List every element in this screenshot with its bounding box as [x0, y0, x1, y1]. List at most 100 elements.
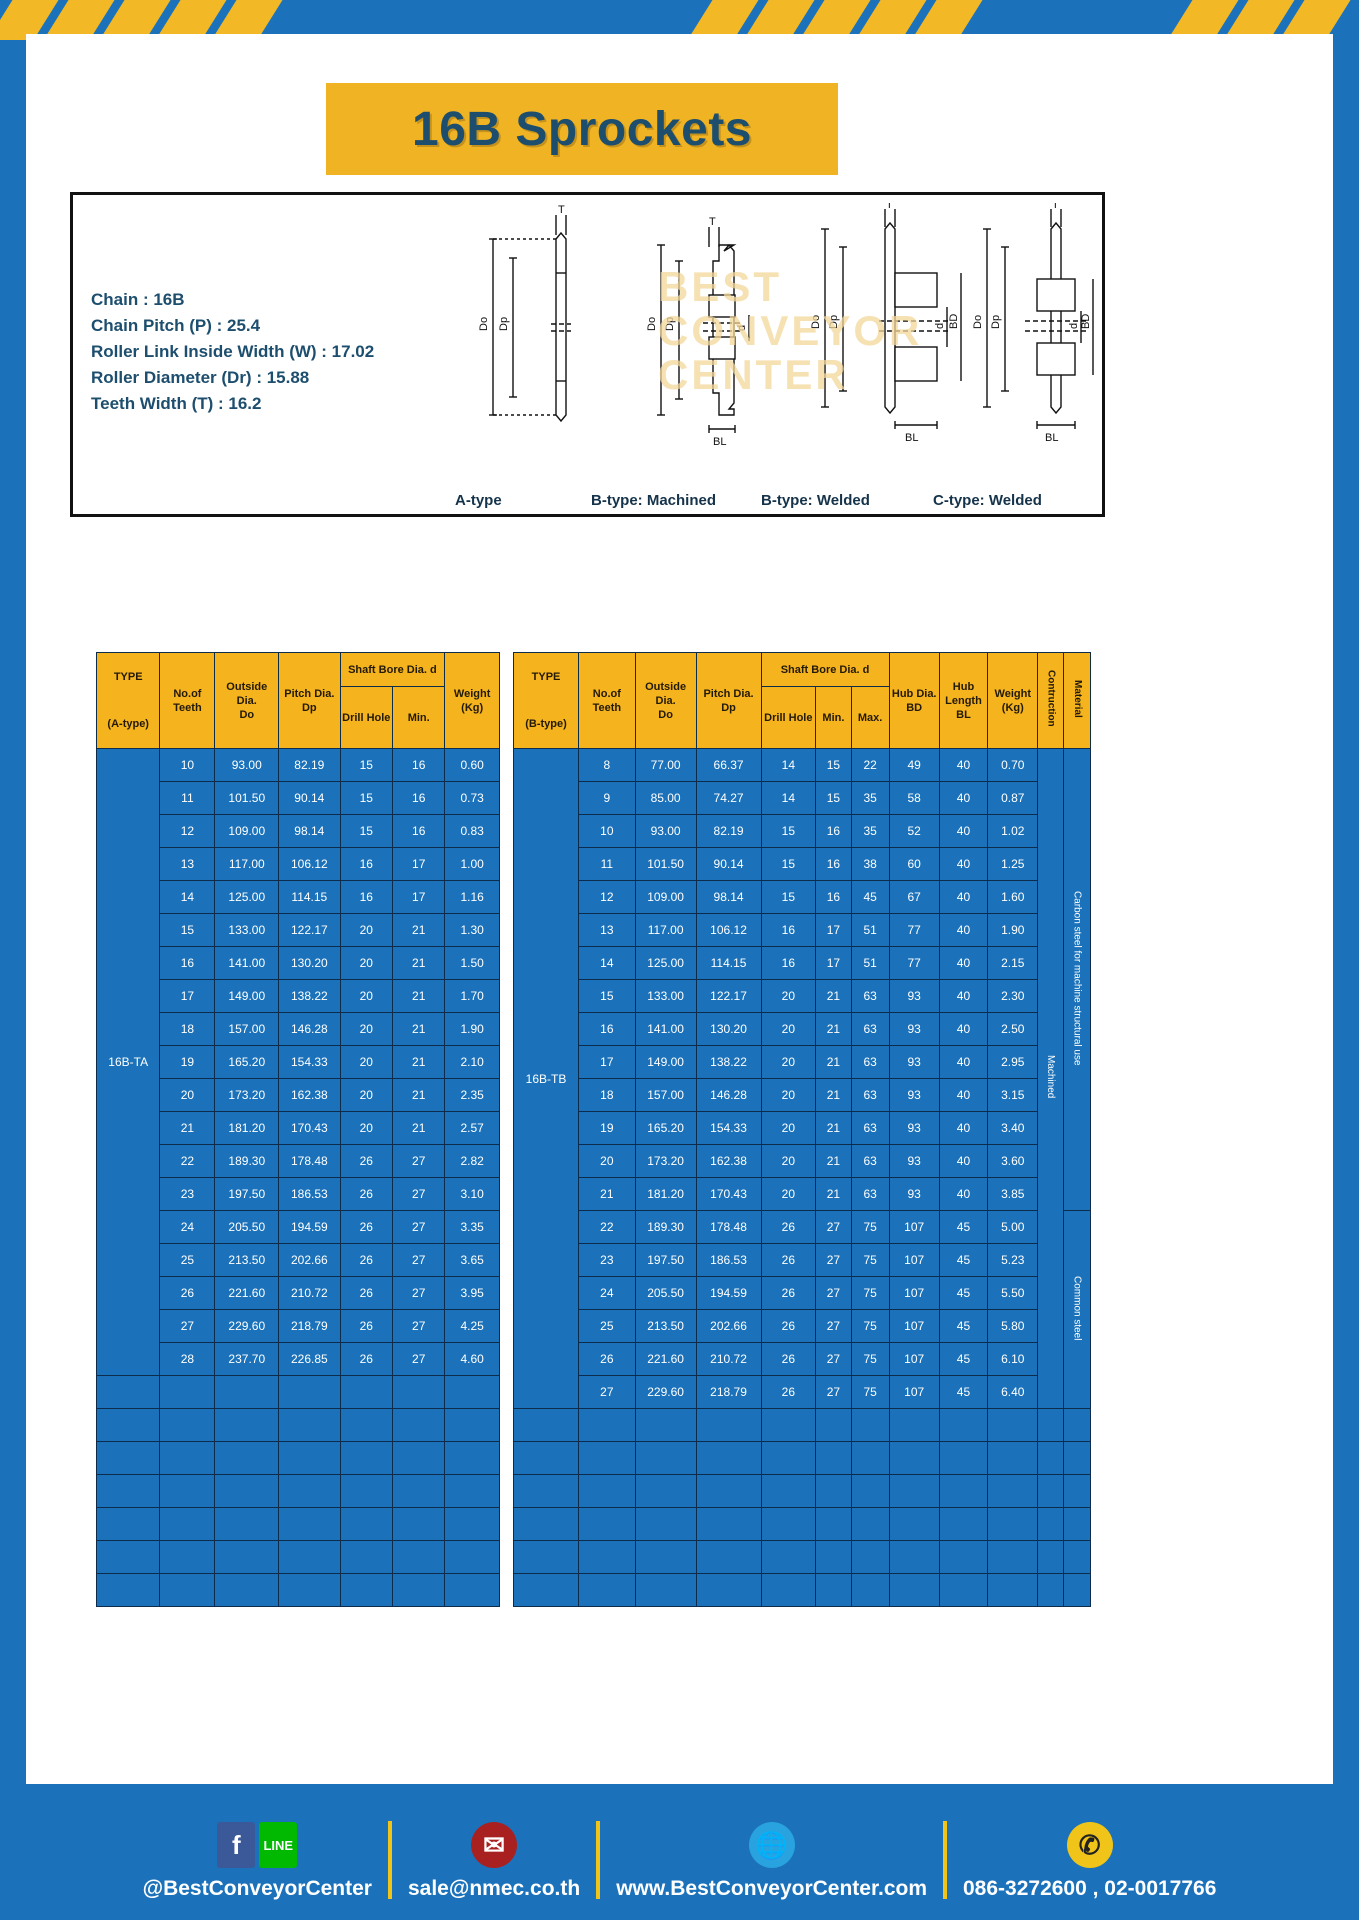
cell-empty [760, 1507, 817, 1541]
cell-hub-length: 40 [938, 880, 989, 914]
cell-hub-length: 40 [938, 1111, 989, 1145]
cell-outside-dia: 101.50 [214, 781, 280, 815]
cell-teeth: 25 [578, 1309, 636, 1343]
cell-teeth: 11 [578, 847, 636, 881]
cell-empty [1062, 1474, 1092, 1508]
cell-drill-hole: 15 [339, 748, 394, 782]
spec-line-pitch: Chain Pitch (P) : 25.4 [91, 316, 261, 335]
line-icon[interactable]: LINE [259, 1822, 298, 1868]
cell-empty [695, 1573, 762, 1607]
cell-empty [888, 1474, 940, 1508]
cell-empty [815, 1408, 852, 1442]
cell-max: 22 [850, 748, 890, 782]
cell-empty [159, 1474, 216, 1508]
cell-empty [278, 1441, 341, 1475]
cell-empty [444, 1507, 500, 1541]
cell-hub-length: 45 [938, 1210, 989, 1244]
cell-max: 63 [850, 1078, 890, 1112]
cell-min: 21 [392, 979, 446, 1013]
cell-empty [339, 1408, 394, 1442]
cell-teeth: 8 [578, 748, 636, 782]
footer-website-group[interactable]: 🌐 www.BestConveyorCenter.com [600, 1819, 943, 1901]
cell-pitch-dia: 106.12 [695, 913, 762, 947]
cell-hub-dia: 107 [888, 1276, 940, 1310]
cell-weight: 0.73 [444, 781, 500, 815]
cell-empty [392, 1573, 446, 1607]
page-title: 16B Sprockets [326, 83, 838, 175]
col-od-main: Outside [226, 680, 268, 693]
facebook-handle[interactable]: @BestConveyorCenter [142, 1877, 372, 1900]
cell-teeth: 10 [578, 814, 636, 848]
cell-drill-hole: 20 [339, 1012, 394, 1046]
cell-weight: 2.95 [987, 1045, 1039, 1079]
cell-empty [95, 1408, 161, 1442]
col-teeth-main: No.of [592, 687, 621, 700]
cell-min: 21 [815, 1177, 852, 1211]
cell-drill-hole: 26 [760, 1210, 817, 1244]
cell-drill-hole: 14 [760, 748, 817, 782]
cell-drill-hole: 20 [339, 913, 394, 947]
cell-drill-hole: 26 [339, 1177, 394, 1211]
footer-email-group[interactable]: ✉ sale@nmec.co.th [392, 1819, 596, 1901]
svg-text:T: T [886, 203, 893, 211]
table-row-empty [95, 1441, 500, 1475]
phone-number[interactable]: 086-3272600 , 02-0017766 [963, 1877, 1217, 1900]
cell-outside-dia: 205.50 [634, 1276, 697, 1310]
cell-drill-hole: 26 [339, 1342, 394, 1376]
facebook-icon[interactable]: f [217, 1822, 256, 1868]
website-url[interactable]: www.BestConveyorCenter.com [616, 1877, 927, 1900]
col-hub-len-main: Hub [952, 680, 975, 693]
cell-empty [760, 1474, 817, 1508]
table-a-type: TYPE (A-type) No.of Teeth Outside [95, 652, 500, 1607]
cell-empty [392, 1441, 446, 1475]
cell-weight: 1.25 [987, 847, 1039, 881]
cell-pitch-dia: 178.48 [278, 1144, 341, 1178]
cell-teeth: 19 [159, 1045, 216, 1079]
cell-weight: 4.60 [444, 1342, 500, 1376]
spec-line-width: Roller Link Inside Width (W) : 17.02 [91, 342, 375, 361]
cell-drill-hole: 20 [760, 1111, 817, 1145]
content-sheet: 16B Sprockets Chain : 16B Chain Pitch (P… [26, 34, 1333, 1784]
cell-pitch-dia: 114.15 [695, 946, 762, 980]
svg-text:T: T [1052, 203, 1059, 211]
cell-min: 17 [815, 946, 852, 980]
cell-hub-length: 40 [938, 1078, 989, 1112]
cell-empty [888, 1408, 940, 1442]
cell-weight: 3.35 [444, 1210, 500, 1244]
cell-hub-length: 40 [938, 1045, 989, 1079]
cell-hub-dia: 107 [888, 1342, 940, 1376]
cell-empty [159, 1375, 216, 1409]
table-row-empty [512, 1573, 1092, 1607]
cell-min: 17 [392, 880, 446, 914]
email-address[interactable]: sale@nmec.co.th [407, 1877, 581, 1900]
email-icon[interactable]: ✉ [471, 1822, 518, 1868]
globe-icon[interactable]: 🌐 [748, 1822, 795, 1868]
phone-icon[interactable]: ✆ [1066, 1822, 1113, 1868]
cell-weight: 6.10 [987, 1342, 1039, 1376]
cell-teeth: 24 [578, 1276, 636, 1310]
svg-text:Dp: Dp [828, 315, 840, 329]
cell-empty [634, 1474, 697, 1508]
cell-empty [634, 1573, 697, 1607]
cell-hub-length: 40 [938, 979, 989, 1013]
cell-teeth: 23 [578, 1243, 636, 1277]
cell-empty [214, 1375, 280, 1409]
col-od-mid: Dia. [236, 694, 257, 707]
footer-phone-group[interactable]: ✆ 086-3272600 , 02-0017766 [947, 1819, 1232, 1901]
cell-min: 27 [392, 1243, 446, 1277]
col-max: Max. [850, 686, 890, 749]
cell-weight: 0.60 [444, 748, 500, 782]
cell-empty [987, 1408, 1039, 1442]
cell-max: 75 [850, 1243, 890, 1277]
cell-outside-dia: 117.00 [214, 847, 280, 881]
cell-outside-dia: 173.20 [634, 1144, 697, 1178]
cell-hub-dia: 93 [888, 979, 940, 1013]
social-icons: f LINE [217, 1819, 298, 1871]
footer-social-group[interactable]: f LINE @BestConveyorCenter [127, 1819, 388, 1901]
cell-hub-dia: 52 [888, 814, 940, 848]
col-weight-sub: (Kg) [1001, 701, 1024, 714]
cell-empty [578, 1507, 636, 1541]
col-hub-length: Hub Length BL [938, 652, 989, 749]
cell-pitch-dia: 138.22 [278, 979, 341, 1013]
cell-drill-hole: 15 [760, 880, 817, 914]
